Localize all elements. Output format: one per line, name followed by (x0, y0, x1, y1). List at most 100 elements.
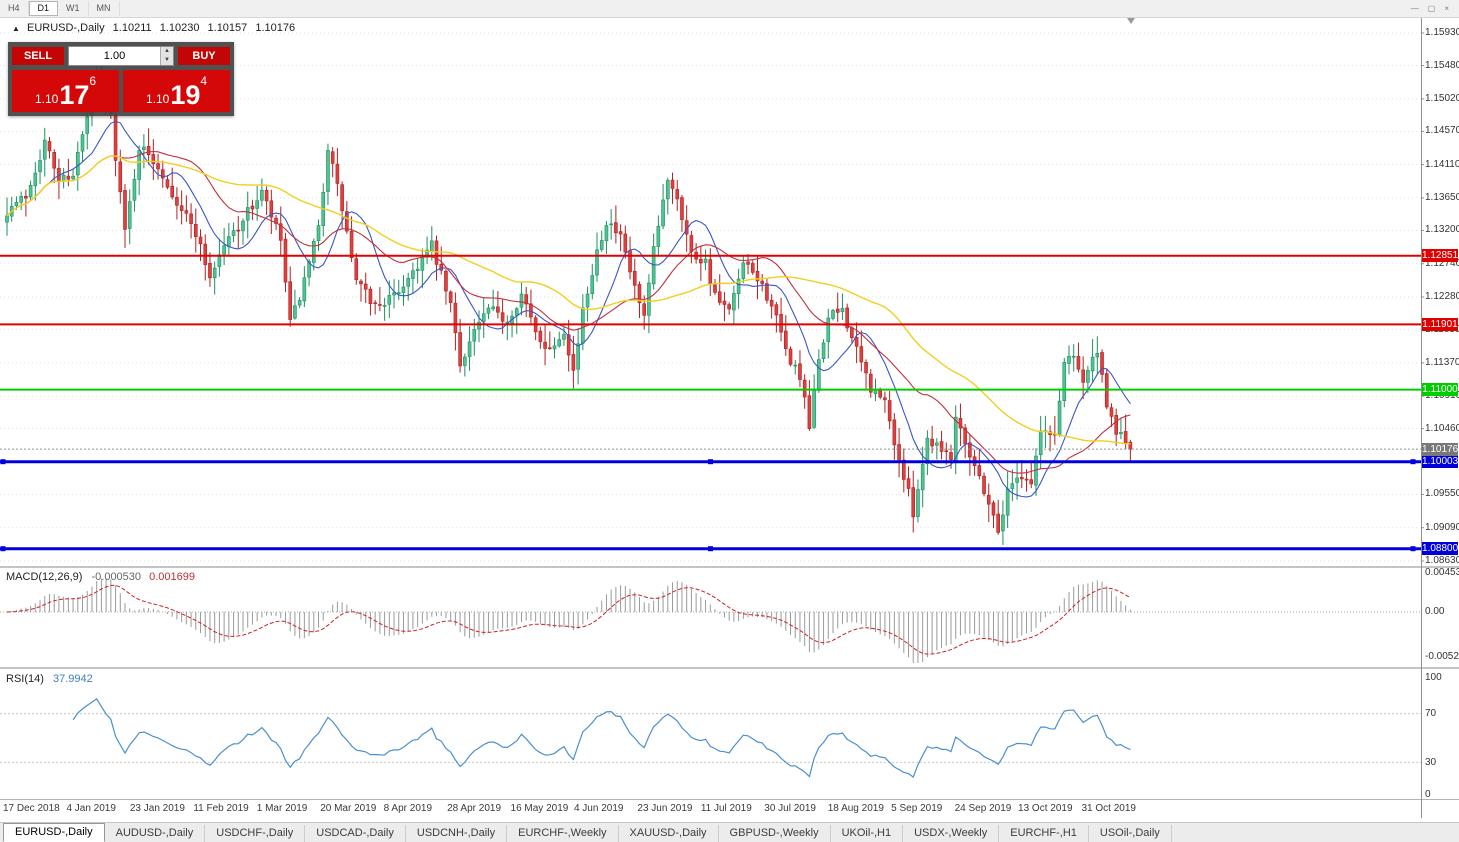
price-tick: 1.08630 (1425, 555, 1459, 566)
chart-tab[interactable]: UKOil-,H1 (831, 825, 904, 842)
collapse-arrow-icon[interactable]: ▲ (12, 24, 20, 33)
bar-open-value: 1.10211 (112, 22, 152, 34)
rsi-indicator-label: RSI(14) 37.9942 (6, 673, 93, 685)
price-tick: 1.15930 (1425, 27, 1459, 38)
date-tick: 13 Oct 2019 (1018, 803, 1073, 814)
chart-shift-marker-icon[interactable] (1127, 18, 1135, 24)
ma-line-10 (6, 120, 1131, 498)
indicator-tick: 0.004536 (1425, 567, 1459, 578)
timeframe-toolbar: H4 D1 W1 MN — ▢ × (0, 0, 1459, 18)
chart-tab[interactable]: USDCNH-,Daily (406, 825, 508, 842)
indicator-tick: 70 (1425, 708, 1437, 719)
buy-price-big: 19 (170, 80, 201, 110)
bar-low-value: 1.10157 (207, 22, 248, 34)
restore-icon[interactable]: ▢ (1427, 4, 1436, 13)
price-tick: 1.10460 (1425, 422, 1459, 434)
volume-stepper: ▲ ▼ (68, 46, 174, 66)
sell-price-sup: 6 (89, 74, 97, 88)
date-tick: 5 Sep 2019 (891, 803, 943, 814)
chart-tab[interactable]: XAUUSD-,Daily (619, 825, 719, 842)
timeframe-h4-button[interactable]: H4 (0, 1, 29, 16)
window-controls: — ▢ × (1411, 4, 1459, 13)
macd-signal-value: 0.001699 (149, 571, 195, 583)
close-icon[interactable]: × (1444, 4, 1449, 13)
chart-title: ▲ EURUSD-,Daily 1.10211 1.10230 1.10157 … (12, 22, 295, 34)
minimize-icon[interactable]: — (1410, 4, 1419, 13)
date-tick: 23 Jan 2019 (129, 803, 185, 814)
ma-line-50 (6, 155, 1131, 445)
timeframe-d1-button[interactable]: D1 (28, 1, 59, 16)
price-tag: 1.12851 (1422, 249, 1459, 263)
price-tick: 1.09090 (1425, 521, 1459, 533)
buy-price-sup: 4 (200, 74, 208, 88)
chart-tab[interactable]: USDCAD-,Daily (305, 825, 406, 842)
price-tick: 1.11370 (1425, 356, 1459, 368)
indicator-tick: 30 (1425, 757, 1437, 768)
chart-tab[interactable]: USDCHF-,Daily (205, 825, 306, 842)
date-tick: 28 Apr 2019 (447, 803, 502, 814)
ma-line-25 (6, 150, 1131, 474)
price-tick: 1.15020 (1425, 92, 1459, 104)
buy-price-small: 1.10 (145, 92, 170, 106)
timeframe-w1-button[interactable]: W1 (58, 1, 89, 16)
date-tick: 18 Aug 2019 (827, 803, 884, 814)
sell-button[interactable]: SELL (12, 47, 64, 65)
volume-input[interactable] (69, 47, 160, 65)
chart-tab[interactable]: USDX-,Weekly (903, 825, 1000, 842)
sell-price-big: 17 (59, 80, 90, 110)
symbol-period-label: EURUSD-,Daily (26, 22, 105, 34)
chart-tab[interactable]: EURCHF-,H1 (999, 825, 1089, 842)
date-tick: 16 May 2019 (510, 803, 569, 814)
price-tick: 1.15480 (1425, 59, 1459, 71)
volume-up-icon[interactable]: ▲ (160, 47, 173, 56)
bid-price-tag: 1.10176 (1422, 442, 1459, 456)
date-tick: 23 Jun 2019 (637, 803, 693, 814)
chart-tab[interactable]: EURUSD-,Daily (3, 823, 105, 842)
macd-indicator-label: MACD(12,26,9) -0.000530 0.001699 (6, 571, 195, 583)
buy-button[interactable]: BUY (178, 47, 230, 65)
date-tick: 31 Oct 2019 (1081, 803, 1136, 814)
volume-down-icon[interactable]: ▼ (160, 56, 173, 65)
date-tick: 1 Mar 2019 (256, 803, 308, 814)
date-tick: 4 Jun 2019 (573, 803, 624, 814)
buy-price-button[interactable]: 1.10 19 4 (123, 70, 230, 112)
date-tick: 8 Apr 2019 (383, 803, 432, 814)
timeframe-mn-button[interactable]: MN (89, 1, 120, 16)
price-tick: 1.14570 (1425, 125, 1459, 137)
sell-price-button[interactable]: 1.10 17 6 (12, 70, 119, 112)
price-tick: 1.09550 (1425, 488, 1459, 500)
date-tick: 11 Jul 2019 (700, 803, 752, 814)
moving-average-lines (6, 120, 1131, 498)
date-tick: 24 Sep 2019 (954, 803, 1012, 814)
bar-high-value: 1.10230 (159, 22, 200, 34)
sell-price-small: 1.10 (34, 92, 59, 106)
indicator-tick: 100 (1425, 672, 1442, 683)
indicator-tick: -0.00520 (1425, 651, 1459, 662)
chart-tab[interactable]: GBPUSD-,Weekly (719, 825, 831, 842)
macd-histogram (11, 578, 1131, 663)
indicator-tick: 0.00 (1425, 606, 1445, 617)
macd-signal-line (6, 584, 1131, 655)
price-tick: 1.12740 (1425, 257, 1459, 269)
chart-tab[interactable]: USOil-,Daily (1089, 825, 1172, 842)
rsi-line (72, 698, 1131, 779)
chart-tab[interactable]: AUDUSD-,Daily (105, 825, 206, 842)
price-tag: 1.11901 (1422, 317, 1458, 331)
indicator-tick: 0 (1425, 789, 1431, 800)
date-tick: 11 Feb 2019 (193, 803, 249, 814)
price-tick: 1.14110 (1425, 158, 1459, 170)
macd-name: MACD(12,26,9) (6, 571, 83, 583)
date-tick: 20 Mar 2019 (320, 803, 377, 814)
price-tag: 1.08800 (1422, 542, 1459, 556)
price-tick: 1.13200 (1425, 224, 1459, 236)
chart-tabs-bar: EURUSD-,Daily AUDUSD-,Daily USDCHF-,Daily U… (0, 822, 1459, 842)
macd-value: -0.000530 (91, 571, 142, 583)
price-tick: 1.13650 (1425, 191, 1459, 203)
date-tick: 30 Jul 2019 (764, 803, 816, 814)
one-click-trading-panel: SELL ▲ ▼ BUY 1.10 17 6 1.10 19 4 (8, 42, 234, 116)
chart-tab[interactable]: EURCHF-,Weekly (507, 825, 619, 842)
price-tick: 1.12280 (1425, 291, 1459, 302)
rsi-name: RSI(14) (6, 673, 44, 685)
price-tag: 1.11000 (1422, 383, 1458, 397)
